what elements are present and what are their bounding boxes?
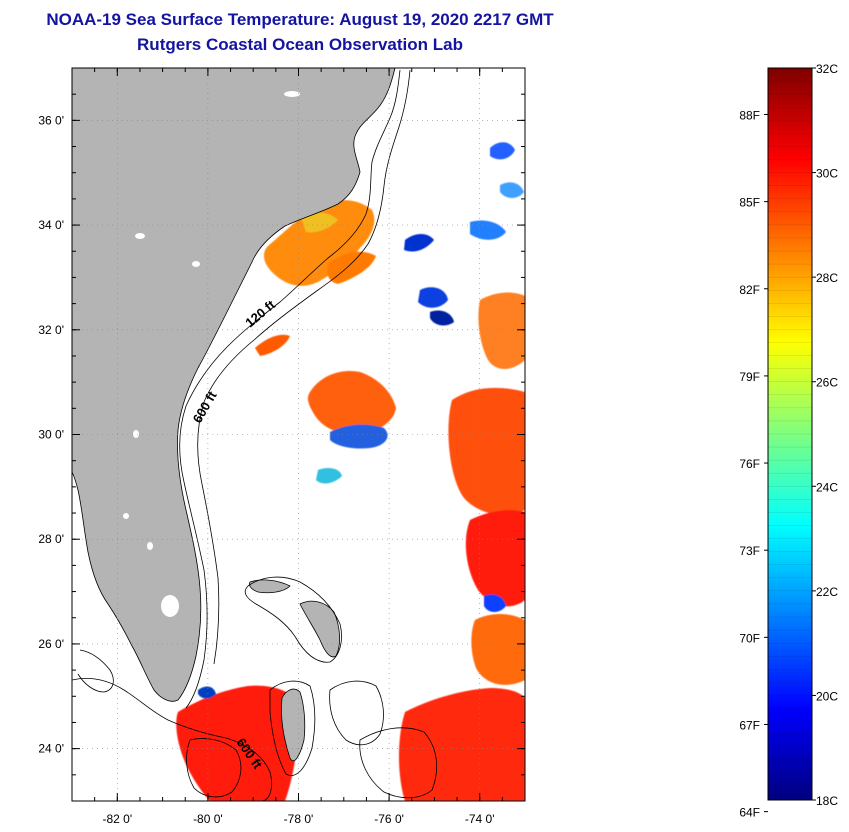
- lake-small-3: [192, 261, 200, 267]
- sst-patch-gulfstream-north: [478, 292, 525, 369]
- colorbar-label-c: 26C: [816, 376, 838, 390]
- lat-label: 24 0': [38, 742, 64, 756]
- contour-120ft: [179, 69, 401, 709]
- colorbar-label-f: 85F: [739, 196, 760, 210]
- contour-southwest: [186, 738, 242, 798]
- sst-patch-east-mid: [471, 614, 525, 685]
- sst-patch-southeast: [398, 688, 525, 801]
- colorbar-label-f: 76F: [739, 457, 760, 471]
- contour-600ft: [197, 69, 411, 665]
- contour-bahamas-4: [359, 727, 437, 799]
- sst-patch-central-cyan: [316, 468, 342, 484]
- graticule: [72, 68, 525, 801]
- contour-bahamas-1: [244, 576, 342, 663]
- colorbar-label-c: 30C: [816, 167, 838, 181]
- contour-bahamas-3: [329, 680, 384, 746]
- sst-patch-carolina-yellow: [300, 212, 338, 233]
- map-title: NOAA-19 Sea Surface Temperature: August …: [46, 10, 554, 29]
- sst-patch-carolina: [263, 200, 375, 286]
- colorbar-label-c: 18C: [816, 794, 838, 808]
- map-ticks: [71, 67, 526, 802]
- lat-label: 30 0': [38, 428, 64, 442]
- contour-bahamas-2: [269, 680, 316, 776]
- lon-label: -80 0': [193, 812, 223, 826]
- sst-patch-central: [307, 370, 396, 435]
- sst-patch-shelf: [327, 251, 376, 284]
- sst-patch-blue-3: [418, 287, 448, 308]
- sst-patch-gulfstream-mid: [448, 387, 525, 515]
- colorbar-labels: 32C 30C 28C 26C 24C 22C 20C 18C 88F 85F 82F 79F 76F 7…: [739, 62, 838, 820]
- sst-patch-gulfstream-blue: [484, 594, 506, 612]
- lake-small-6: [147, 542, 153, 550]
- colorbar: [767, 67, 813, 801]
- lake-small-1: [133, 430, 139, 438]
- colorbar-label-c: 28C: [816, 271, 838, 285]
- lat-label: 26 0': [38, 637, 64, 651]
- sst-patch-gulfstream-south: [465, 510, 525, 607]
- colorbar-label-c: 22C: [816, 585, 838, 599]
- sst-patch-southwest-blue: [198, 686, 216, 699]
- contour-gulf: [77, 649, 114, 693]
- lake-small-2: [123, 513, 129, 519]
- colorbar-label-c: 24C: [816, 480, 838, 494]
- colorbar-label-f: 79F: [739, 370, 760, 384]
- colorbar-label-c: 32C: [816, 62, 838, 76]
- lon-label: -74 0': [465, 812, 495, 826]
- sst-patch-blue-5: [490, 142, 515, 160]
- sst-patch-blue-6: [500, 182, 524, 198]
- colorbar-bands: [768, 80, 812, 788]
- lake-small-4: [135, 233, 145, 239]
- sst-patch-blue-4: [430, 310, 454, 326]
- sst-patch-shelf-south: [255, 334, 290, 356]
- longitude-labels: -82 0' -80 0' -78 0' -76 0' -74 0': [102, 812, 494, 826]
- sst-data-layer: [100, 78, 525, 801]
- colorbar-label-f: 70F: [739, 631, 760, 645]
- colorbar-label-f: 64F: [739, 806, 760, 820]
- lon-label: -76 0': [374, 812, 404, 826]
- lake-okeechobee: [161, 595, 179, 617]
- colorbar-label-f: 82F: [739, 283, 760, 297]
- lon-label: -82 0': [102, 812, 132, 826]
- land-us-east-coast: [72, 68, 396, 702]
- lat-label: 36 0': [38, 113, 64, 127]
- colorbar-label-f: 73F: [739, 544, 760, 558]
- map-subtitle: Rutgers Coastal Ocean Observation Lab: [137, 35, 463, 54]
- land-grand-bahama: [249, 579, 291, 594]
- colorbar-label-f: 88F: [739, 108, 760, 122]
- lat-label: 34 0': [38, 218, 64, 232]
- lon-label: -78 0': [284, 812, 314, 826]
- bathymetry-contours: [72, 69, 437, 801]
- land-lakes: [123, 91, 300, 617]
- sst-patch-southwest: [176, 685, 299, 801]
- land-layer: [72, 68, 396, 762]
- colorbar-ticks: [764, 67, 816, 813]
- lat-label: 28 0': [38, 532, 64, 546]
- latitude-labels: 36 0' 34 0' 32 0' 30 0' 28 0' 26 0' 24 0': [38, 113, 64, 755]
- sst-patch-blue-1: [404, 234, 434, 252]
- contour-florida-keys: [72, 678, 272, 801]
- colorbar-label-c: 20C: [816, 689, 838, 703]
- colorbar-label-f: 67F: [739, 718, 760, 732]
- sst-patch-central-blue: [330, 424, 388, 449]
- lake-small-5: [284, 91, 300, 97]
- land-andros-island: [281, 688, 306, 762]
- lat-label: 32 0': [38, 323, 64, 337]
